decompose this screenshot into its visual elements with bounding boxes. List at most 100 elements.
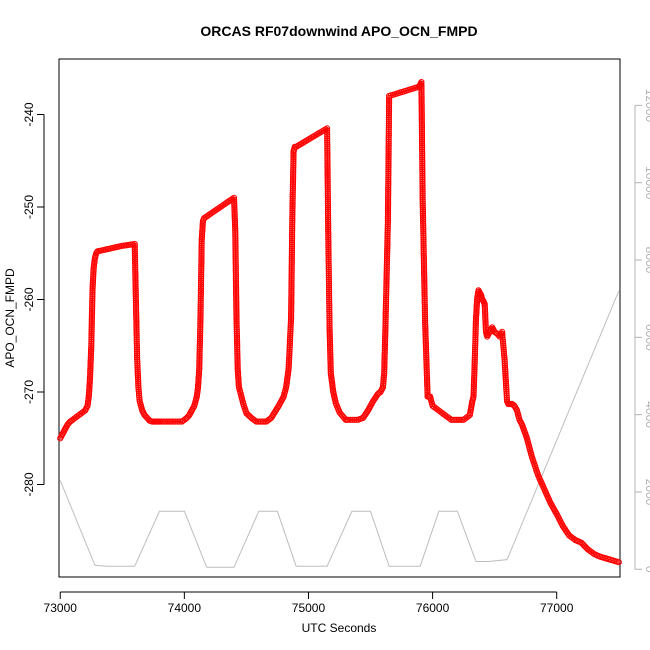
data-point	[325, 278, 332, 285]
data-point	[418, 87, 425, 94]
data-point	[419, 150, 426, 157]
data-point	[384, 211, 392, 218]
data-point	[325, 276, 332, 283]
data-point	[324, 168, 331, 176]
x-tick-label: 73000	[44, 601, 78, 615]
data-point	[198, 240, 205, 247]
data-point	[324, 200, 331, 207]
data-point	[384, 249, 391, 256]
data-point	[470, 381, 477, 388]
data-point	[501, 356, 508, 363]
data-point	[133, 328, 140, 335]
data-point	[325, 260, 332, 267]
data-point	[471, 354, 478, 361]
data-point	[327, 343, 334, 350]
data-point	[325, 284, 333, 291]
data-point	[286, 336, 294, 343]
data-point	[325, 230, 332, 237]
data-point	[382, 326, 389, 333]
data-point	[286, 354, 293, 361]
data-point	[133, 322, 140, 329]
data-point	[197, 307, 204, 314]
data-point	[289, 177, 297, 184]
data-point	[197, 330, 204, 337]
data-point	[419, 160, 426, 167]
data-point	[286, 352, 293, 359]
data-point	[87, 357, 94, 365]
data-point	[195, 369, 203, 376]
data-point	[419, 196, 426, 203]
data-point	[90, 266, 97, 273]
data-point	[423, 354, 430, 361]
data-point	[420, 220, 427, 227]
data-point	[386, 100, 393, 108]
data-point	[420, 260, 427, 267]
data-point	[135, 384, 142, 391]
data-point	[232, 229, 239, 236]
data-point	[325, 216, 332, 223]
data-point	[133, 332, 140, 339]
secondary-y-tick-label: 2000	[643, 479, 650, 506]
data-point	[384, 247, 391, 254]
data-point	[482, 314, 489, 322]
data-point	[131, 254, 139, 261]
data-point	[418, 130, 426, 137]
data-point	[89, 283, 96, 290]
data-point	[418, 118, 425, 126]
data-point	[289, 199, 296, 206]
data-point	[385, 156, 392, 163]
data-point	[381, 349, 388, 356]
data-point	[89, 307, 96, 314]
data-point	[470, 389, 477, 396]
data-point	[233, 330, 240, 337]
data-point	[385, 172, 392, 179]
data-point	[419, 162, 426, 169]
data-point	[324, 135, 331, 142]
data-point	[133, 309, 140, 316]
data-point	[325, 258, 332, 265]
data-point	[196, 359, 203, 367]
data-point	[198, 263, 205, 270]
data-point	[135, 378, 142, 385]
chart-title: ORCAS RF07downwind APO_OCN_FMPD	[200, 23, 477, 39]
data-point	[88, 312, 96, 320]
data-point	[570, 535, 577, 542]
data-point	[385, 201, 392, 209]
data-point	[325, 266, 332, 273]
data-point	[422, 337, 429, 344]
data-point	[324, 153, 331, 160]
data-point	[289, 191, 296, 198]
data-point	[418, 102, 425, 110]
data-point	[347, 416, 354, 423]
data-point	[385, 192, 392, 199]
data-point	[89, 281, 96, 288]
data-point	[134, 350, 141, 357]
data-point	[88, 326, 95, 333]
data-point	[325, 226, 332, 233]
data-point	[472, 338, 479, 345]
data-point	[385, 166, 392, 173]
data-point	[419, 140, 426, 147]
data-point	[288, 291, 295, 298]
data-point	[470, 379, 478, 387]
data-point	[418, 134, 426, 141]
data-point	[87, 373, 94, 380]
data-point	[503, 392, 510, 399]
data-point	[231, 219, 239, 226]
data-point	[198, 275, 205, 282]
data-point	[326, 312, 333, 319]
data-point	[419, 164, 426, 171]
data-point	[324, 180, 331, 187]
data-point	[503, 388, 510, 395]
data-point	[231, 221, 239, 228]
data-point	[289, 205, 296, 212]
data-point	[289, 187, 296, 194]
data-point	[421, 305, 428, 312]
data-point	[421, 275, 428, 283]
data-point	[326, 320, 333, 327]
data-point	[325, 218, 332, 225]
data-point	[500, 348, 507, 355]
data-point	[198, 269, 205, 276]
x-tick-label: 77000	[540, 601, 574, 615]
data-point	[422, 321, 429, 328]
